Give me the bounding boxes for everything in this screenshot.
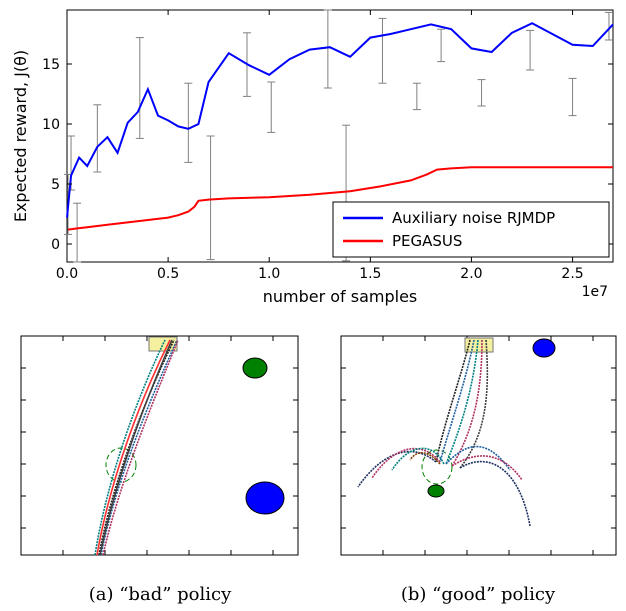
error-bar [73, 202, 82, 263]
y-tick-label: 10 [42, 117, 60, 133]
x-tick-label: 2.0 [460, 266, 482, 282]
x-ticks: 0.0 0.5 1.0 1.5 2.0 2.5 [56, 10, 584, 282]
y-tick-label: 5 [51, 177, 60, 193]
error-bar [93, 104, 102, 173]
x-tick-label: 2.5 [561, 266, 583, 282]
y-axis-label: Expected reward, J(θ) [11, 50, 30, 222]
panel-ticks-a [21, 336, 298, 555]
error-bar [568, 77, 577, 117]
plot-frame [66, 9, 614, 263]
x-tick-label: 0.5 [157, 266, 179, 282]
reward-chart: 0.0 0.5 1.0 1.5 2.0 2.5 0 5 10 15 number of samp… [11, 9, 614, 306]
legend-box [332, 201, 610, 258]
trajectories-a [94, 339, 179, 556]
legend-label-rjmdp: Auxiliary noise RJMDP [392, 209, 555, 227]
x-tick-label: 1.0 [258, 266, 280, 282]
y-ticks: 0 5 10 15 [42, 57, 613, 253]
panel-ticks-b [341, 336, 616, 555]
panel-frame-b [340, 335, 617, 556]
legend: Auxiliary noise RJMDP PEGASUS [332, 201, 610, 258]
x-axis-label: number of samples [263, 287, 418, 306]
dashed-target-b [421, 449, 453, 485]
series-line-pegasus [67, 166, 613, 231]
error-bar [412, 82, 421, 111]
y-tick-label: 15 [42, 57, 60, 73]
error-bar [378, 17, 387, 84]
blue-obstacle-a [245, 481, 285, 515]
legend-label-pegasus: PEGASUS [392, 232, 462, 250]
x-tick-label: 1.5 [359, 266, 381, 282]
trajectories-b [357, 339, 531, 527]
y-tick-label: 0 [51, 237, 60, 253]
caption-b: (b) “good” policy [401, 584, 556, 605]
error-bar [477, 79, 486, 107]
error-bar [323, 9, 332, 89]
error-bar [437, 28, 446, 63]
x-scale-label: 1e7 [582, 284, 608, 300]
panel-bad-policy [20, 335, 299, 556]
blue-obstacle-b [532, 338, 556, 358]
panel-frame-a [20, 335, 299, 556]
error-bar [184, 82, 193, 163]
series-line-rjmdp [66, 22, 614, 218]
error-bar [267, 81, 276, 133]
panel-good-policy [340, 335, 617, 556]
error-bar [206, 135, 215, 261]
error-bar [604, 11, 613, 41]
caption-a: (a) “bad” policy [89, 584, 232, 605]
x-tick-label: 0.0 [56, 266, 78, 282]
error-bar [135, 37, 144, 139]
green-obstacle-b [427, 484, 445, 498]
error-bar [526, 29, 535, 71]
green-obstacle-a [242, 357, 268, 379]
